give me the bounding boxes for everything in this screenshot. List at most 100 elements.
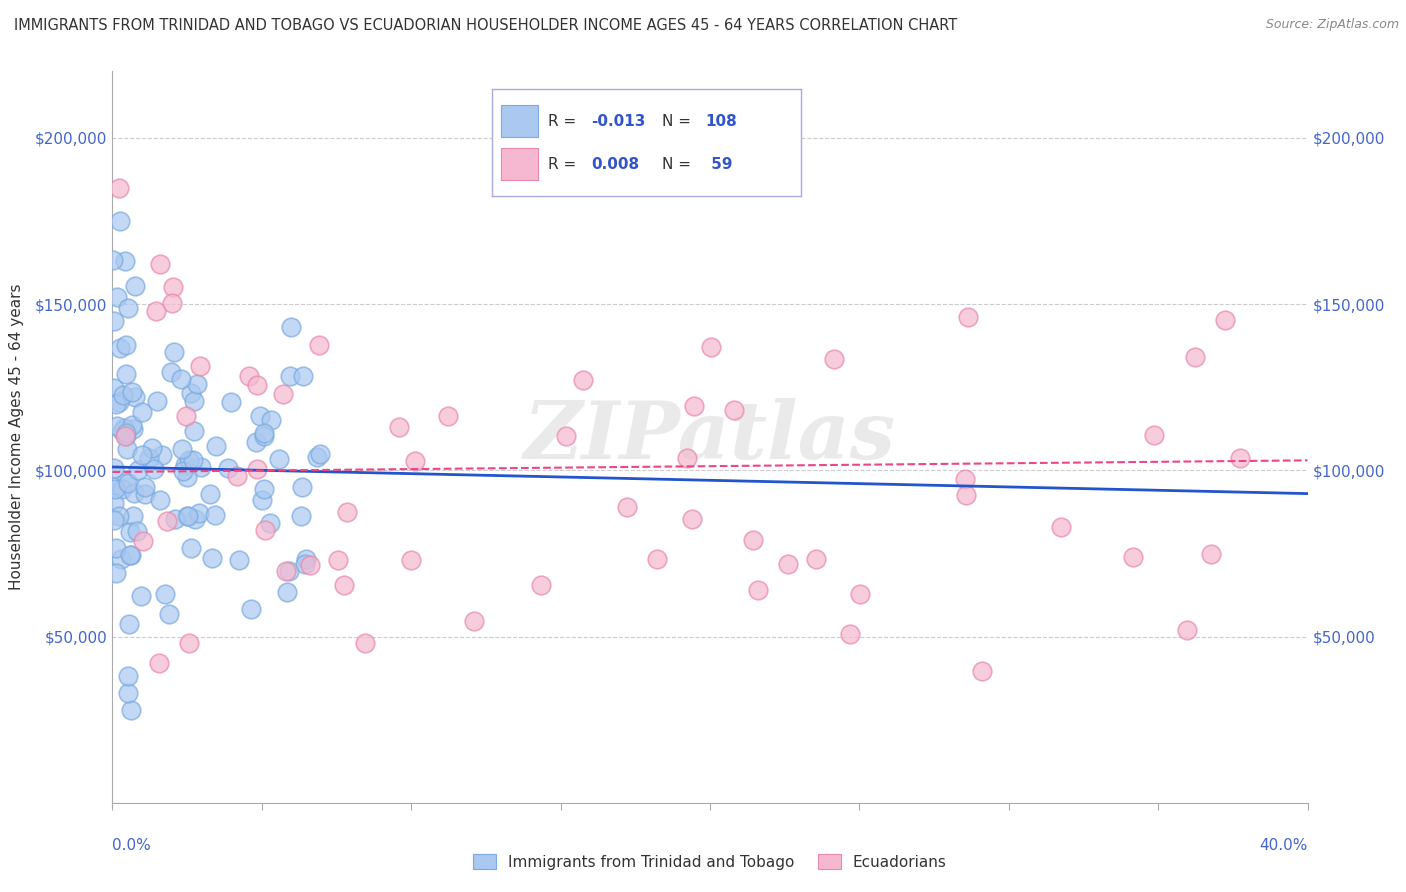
Point — [115, 442, 138, 457]
Point — [108, 341, 131, 355]
Point — [115, 429, 138, 443]
Point — [108, 508, 131, 523]
Text: 0.008: 0.008 — [591, 157, 640, 171]
Point — [122, 422, 145, 436]
Point — [103, 496, 125, 510]
Point — [181, 452, 204, 467]
Point — [252, 482, 274, 496]
Point — [246, 462, 269, 476]
Point — [217, 460, 239, 475]
Point — [105, 397, 128, 411]
Point — [134, 486, 156, 500]
Point — [146, 393, 169, 408]
Point — [953, 472, 976, 486]
Point — [120, 549, 142, 563]
Point — [645, 552, 668, 566]
Point — [143, 461, 166, 475]
Text: 0.0%: 0.0% — [112, 838, 152, 853]
Point — [1199, 547, 1222, 561]
Point — [1122, 549, 1144, 564]
Point — [225, 469, 247, 483]
Point — [117, 669, 139, 683]
Point — [253, 429, 276, 443]
Point — [336, 505, 359, 519]
Point — [180, 386, 202, 401]
Point — [274, 565, 297, 579]
Point — [148, 656, 170, 670]
Point — [683, 400, 706, 414]
Point — [180, 541, 202, 555]
Point — [115, 337, 138, 351]
Point — [530, 578, 553, 592]
Point — [104, 482, 127, 496]
Point — [240, 602, 263, 616]
Point — [1143, 427, 1166, 442]
Point — [122, 508, 145, 523]
Point — [554, 429, 576, 443]
Point — [120, 703, 142, 717]
Point — [110, 551, 132, 566]
Point — [1229, 451, 1251, 466]
Point — [291, 480, 314, 494]
Bar — [502, 105, 538, 137]
Point — [250, 493, 273, 508]
Point — [179, 636, 201, 650]
Point — [399, 553, 422, 567]
Point — [221, 395, 243, 409]
Point — [404, 453, 426, 467]
Point — [127, 524, 149, 538]
Point — [778, 557, 800, 571]
Point — [104, 566, 127, 581]
Point — [186, 377, 208, 392]
Point — [103, 461, 125, 475]
Point — [292, 368, 315, 383]
Text: IMMIGRANTS FROM TRINIDAD AND TOBAGO VS ECUADORIAN HOUSEHOLDER INCOME AGES 45 - 6: IMMIGRANTS FROM TRINIDAD AND TOBAGO VS E… — [14, 18, 957, 33]
Point — [174, 458, 197, 472]
Point — [108, 180, 131, 194]
Point — [188, 506, 211, 520]
Point — [955, 488, 977, 502]
Point — [298, 558, 321, 573]
Point — [163, 512, 186, 526]
Text: -0.013: -0.013 — [591, 114, 645, 128]
Point — [159, 365, 181, 379]
Point — [742, 533, 765, 547]
Point — [280, 320, 302, 334]
Point — [246, 378, 269, 392]
Y-axis label: Householder Income Ages 45 - 64 years: Householder Income Ages 45 - 64 years — [8, 284, 24, 591]
Point — [804, 551, 827, 566]
Point — [190, 460, 212, 475]
Point — [105, 290, 128, 304]
Point — [121, 418, 143, 433]
Point — [105, 541, 128, 555]
Point — [114, 368, 136, 382]
Point — [437, 409, 460, 423]
Point — [138, 450, 160, 465]
Point — [153, 587, 176, 601]
Point — [276, 585, 298, 599]
Point — [198, 487, 221, 501]
Point — [238, 369, 260, 384]
Point — [201, 550, 224, 565]
Point — [183, 394, 205, 409]
Point — [131, 405, 153, 419]
Point — [111, 424, 134, 438]
Point — [184, 512, 207, 526]
Point — [117, 686, 139, 700]
Point — [163, 345, 186, 359]
Point — [249, 409, 271, 423]
Point — [205, 439, 228, 453]
Point — [254, 523, 277, 537]
Point — [114, 475, 136, 489]
Point — [134, 480, 156, 494]
Point — [177, 452, 200, 467]
Point — [177, 509, 200, 524]
Point — [118, 524, 141, 539]
Point — [747, 582, 769, 597]
Point — [103, 381, 125, 395]
Point — [149, 257, 172, 271]
Point — [295, 552, 318, 566]
Point — [333, 578, 356, 592]
Text: N =: N = — [662, 114, 696, 128]
Text: 108: 108 — [706, 114, 737, 128]
